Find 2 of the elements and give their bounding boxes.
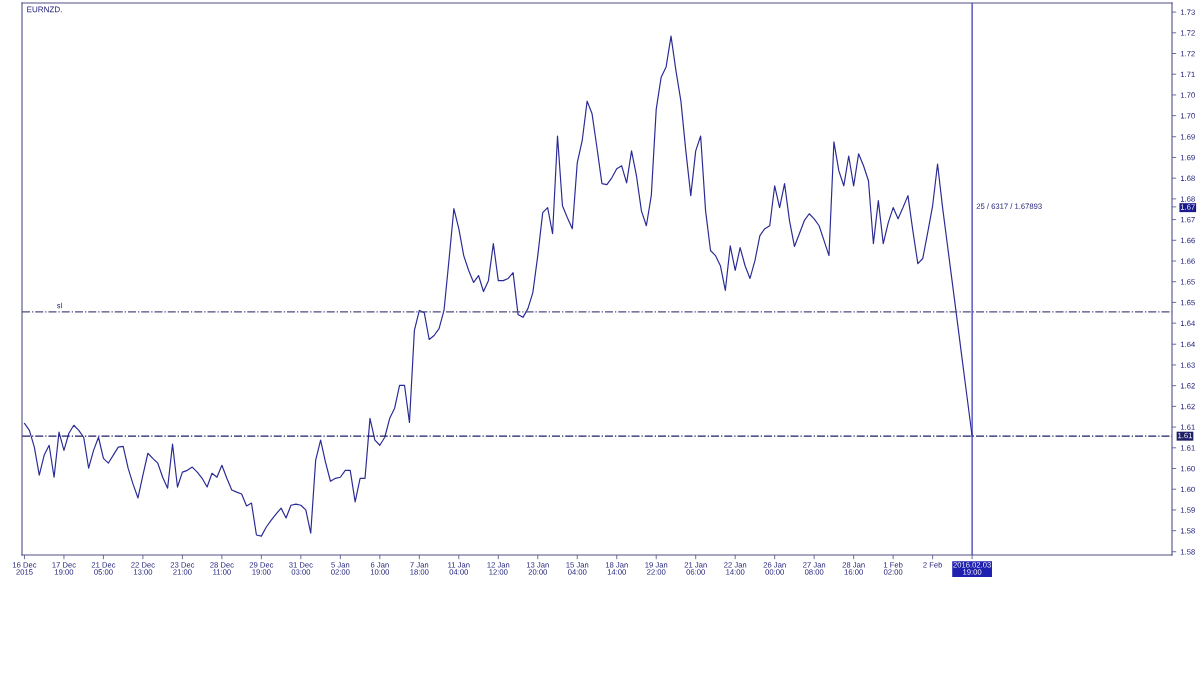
chart-title: EURNZD. [27,6,62,13]
line-series [23,35,973,537]
